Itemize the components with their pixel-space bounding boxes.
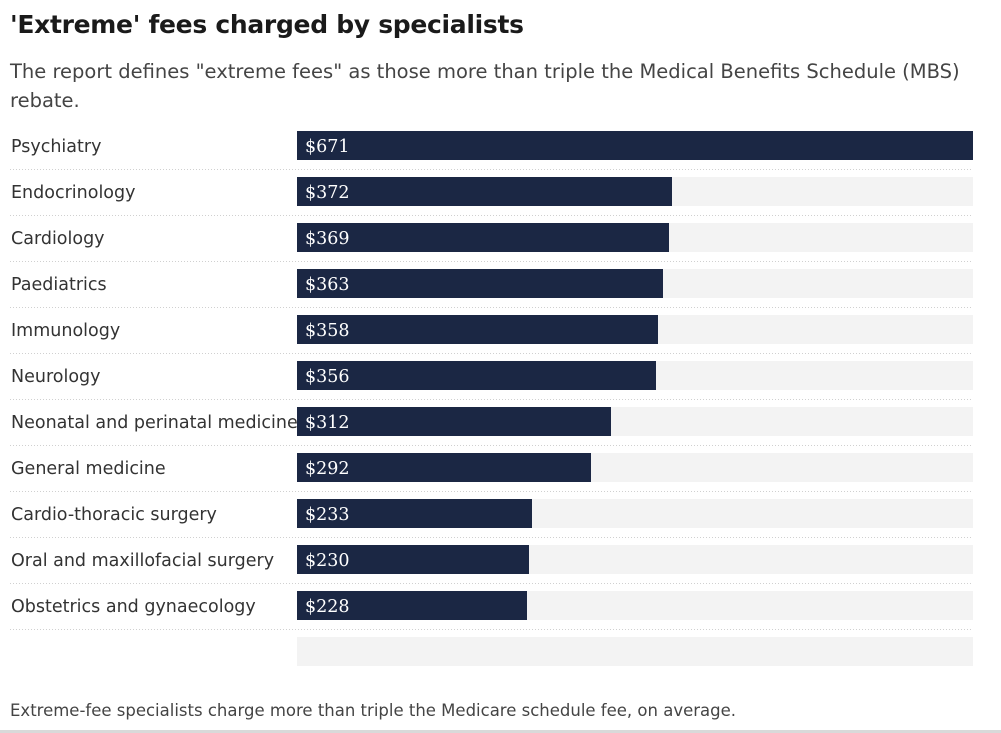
- category-label: Oral and maxillofacial surgery: [11, 551, 274, 571]
- bar-row: Cardio-thoracic surgery $233: [10, 499, 973, 538]
- bar-row: Psychiatry $671: [10, 131, 973, 170]
- value-label: $671: [305, 137, 350, 157]
- bar-row: Neonatal and perinatal medicine $312: [10, 407, 973, 446]
- value-label: $233: [305, 505, 350, 525]
- bottom-divider: [0, 730, 1001, 733]
- category-label: Endocrinology: [11, 183, 135, 203]
- bar: [297, 177, 672, 206]
- category-label: Psychiatry: [11, 137, 101, 157]
- value-label: $358: [305, 321, 350, 341]
- empty-track-row: [297, 637, 973, 666]
- category-label: Cardio-thoracic surgery: [11, 505, 217, 525]
- bar-row: Oral and maxillofacial surgery $230: [10, 545, 973, 584]
- value-label: $356: [305, 367, 350, 387]
- category-label: Cardiology: [11, 229, 105, 249]
- category-label: Obstetrics and gynaecology: [11, 597, 256, 617]
- value-label: $230: [305, 551, 350, 571]
- bar-row: Immunology $358: [10, 315, 973, 354]
- bar: [297, 499, 532, 528]
- category-label: Paediatrics: [11, 275, 107, 295]
- bar-row: General medicine $292: [10, 453, 973, 492]
- value-label: $292: [305, 459, 350, 479]
- value-label: $228: [305, 597, 350, 617]
- category-label: Neurology: [11, 367, 101, 387]
- bar: [297, 407, 611, 436]
- category-label: Immunology: [11, 321, 120, 341]
- category-label: General medicine: [11, 459, 166, 479]
- value-label: $369: [305, 229, 350, 249]
- bar: [297, 591, 527, 620]
- value-label: $363: [305, 275, 350, 295]
- chart-rows: Psychiatry $671 Endocrinology $372 Cardiolog…: [10, 131, 973, 630]
- bar: [297, 269, 663, 298]
- bar: [297, 361, 656, 390]
- value-label: $372: [305, 183, 350, 203]
- bar-row: Cardiology $369: [10, 223, 973, 262]
- bar: [297, 453, 591, 482]
- bar: [297, 131, 973, 160]
- chart-footnote: Extreme-fee specialists charge more than…: [10, 701, 736, 720]
- bar: [297, 315, 658, 344]
- chart-subtitle: The report defines "extreme fees" as tho…: [10, 60, 960, 112]
- bar: [297, 223, 669, 252]
- value-label: $312: [305, 413, 350, 433]
- bar-chart: Psychiatry $671 Endocrinology $372 Cardiolog…: [10, 131, 973, 666]
- bar: [297, 545, 529, 574]
- category-label: Neonatal and perinatal medicine: [11, 413, 298, 433]
- bar-row: Paediatrics $363: [10, 269, 973, 308]
- bar-row: Endocrinology $372: [10, 177, 973, 216]
- chart-title: 'Extreme' fees charged by specialists: [10, 10, 524, 39]
- bar-row: Obstetrics and gynaecology $228: [10, 591, 973, 630]
- bar-row: Neurology $356: [10, 361, 973, 400]
